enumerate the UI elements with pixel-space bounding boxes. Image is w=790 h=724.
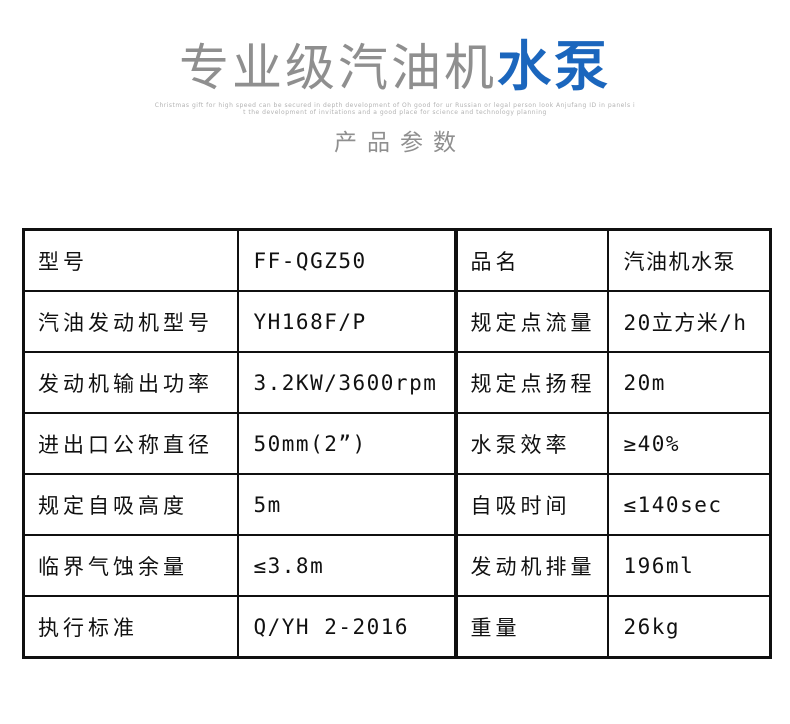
spec-label-pump-efficiency: 水泵效率 <box>454 412 609 475</box>
spec-label-product-name: 品名 <box>454 228 609 292</box>
tagline-line-1: Christmas gift for high speed can be sec… <box>154 102 636 109</box>
spec-label-engine-displacement: 发动机排量 <box>454 534 609 597</box>
spec-value-product-name: 汽油机水泵 <box>606 228 772 292</box>
spec-table: 型号 FF-QGZ50 品名 汽油机水泵 汽油发动机型号 YH168F/P 规定… <box>22 228 772 659</box>
page-title: 专业级汽油机水泵 <box>0 35 790 98</box>
spec-value-weight: 26kg <box>606 595 772 659</box>
spec-label-npsh: 临界气蚀余量 <box>22 534 239 597</box>
spec-value-model: FF-QGZ50 <box>236 228 458 292</box>
tagline: Christmas gift for high speed can be sec… <box>0 102 790 116</box>
spec-label-suction-height: 规定自吸高度 <box>22 473 239 536</box>
spec-label-engine-model: 汽油发动机型号 <box>22 290 239 353</box>
table-row: 型号 FF-QGZ50 品名 汽油机水泵 <box>22 228 772 292</box>
spec-value-engine-power: 3.2KW/3600rpm <box>236 351 458 414</box>
spec-value-standard: Q/YH 2-2016 <box>236 595 458 659</box>
spec-value-pump-efficiency: ≥40% <box>606 412 772 475</box>
header: 专业级汽油机水泵 Christmas gift for high speed c… <box>0 38 790 157</box>
spec-value-rated-flow: 20立方米/h <box>606 290 772 353</box>
spec-value-engine-displacement: 196ml <box>606 534 772 597</box>
page-title-main: 专业级汽油机 <box>179 39 497 97</box>
tagline-line-2: t the development of invitations and a g… <box>243 109 547 116</box>
spec-value-rated-head: 20m <box>606 351 772 414</box>
spec-value-engine-model: YH168F/P <box>236 290 458 353</box>
spec-label-engine-power: 发动机输出功率 <box>22 351 239 414</box>
page-title-highlight: 水泵 <box>497 35 611 98</box>
spec-value-suction-height: 5m <box>236 473 458 536</box>
spec-label-port-diameter: 进出口公称直径 <box>22 412 239 475</box>
table-row: 临界气蚀余量 ≤3.8m 发动机排量 196ml <box>22 534 772 597</box>
table-row: 规定自吸高度 5m 自吸时间 ≤140sec <box>22 473 772 536</box>
spec-label-priming-time: 自吸时间 <box>454 473 609 536</box>
spec-value-priming-time: ≤140sec <box>606 473 772 536</box>
spec-value-port-diameter: 50mm(2”) <box>236 412 458 475</box>
section-heading: 产品参数 <box>334 130 466 156</box>
spec-label-standard: 执行标准 <box>22 595 239 659</box>
table-row: 汽油发动机型号 YH168F/P 规定点流量 20立方米/h <box>22 290 772 353</box>
spec-value-npsh: ≤3.8m <box>236 534 458 597</box>
spec-label-rated-flow: 规定点流量 <box>454 290 609 353</box>
table-row: 进出口公称直径 50mm(2”) 水泵效率 ≥40% <box>22 412 772 475</box>
spec-label-model: 型号 <box>22 228 239 292</box>
spec-label-rated-head: 规定点扬程 <box>454 351 609 414</box>
table-row: 执行标准 Q/YH 2-2016 重量 26kg <box>22 595 772 659</box>
spec-label-weight: 重量 <box>454 595 609 659</box>
table-row: 发动机输出功率 3.2KW/3600rpm 规定点扬程 20m <box>22 351 772 414</box>
